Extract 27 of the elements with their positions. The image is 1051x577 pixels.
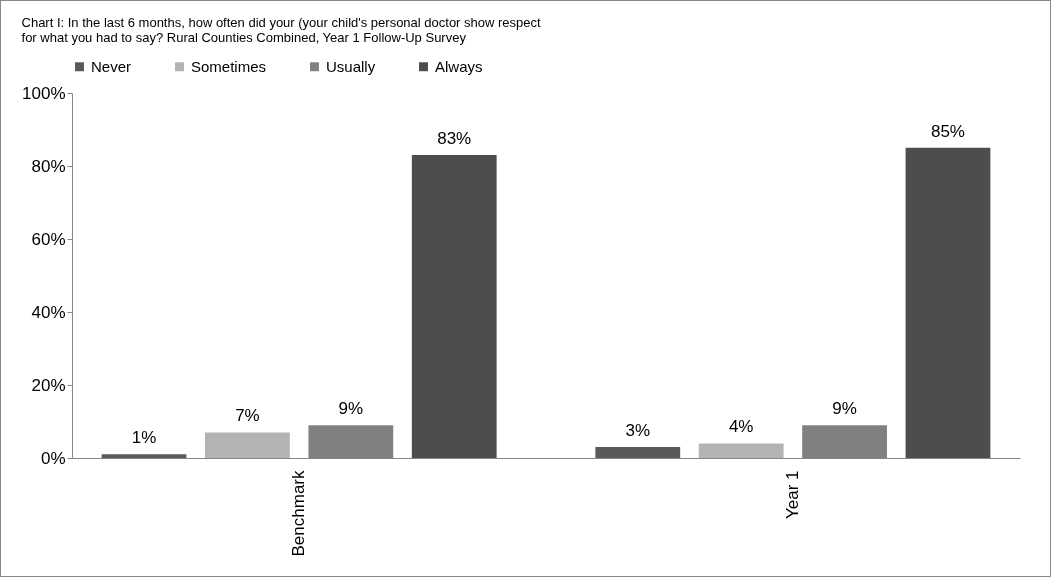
data-label: 9% [338,399,364,419]
x-tick-label: Year 1 [782,470,802,520]
legend-label: Always [435,57,483,75]
y-tick-label: 40% [31,302,66,322]
data-label: 83% [437,129,472,149]
legend-label: Never [91,57,132,75]
bar [205,432,290,458]
data-label: 4% [728,417,754,437]
bar [905,147,991,458]
bar [411,155,497,458]
bar [595,447,681,458]
data-label: 85% [930,121,965,141]
data-label: 7% [235,406,260,426]
data-label: 3% [625,421,651,441]
legend-label: Usually [326,57,376,75]
data-label: 9% [832,399,857,419]
bar [698,443,784,458]
y-tick-label: 80% [31,156,66,176]
chart-title: Chart I: In the last 6 months, how often did your (your child's personal doctor show respect for what you had to say? Rural Counties Combined, Year 1 Follow-Up Survey [21,15,542,45]
bar [101,454,187,458]
y-tick-label: 60% [31,229,66,249]
legend-label: Sometimes [191,57,267,75]
y-tick-label: 20% [31,375,66,395]
y-tick-label: 100% [22,83,66,103]
data-label: 1% [131,428,157,448]
x-tick-label: Benchmark [289,470,309,557]
y-tick-label: 0% [40,448,66,468]
